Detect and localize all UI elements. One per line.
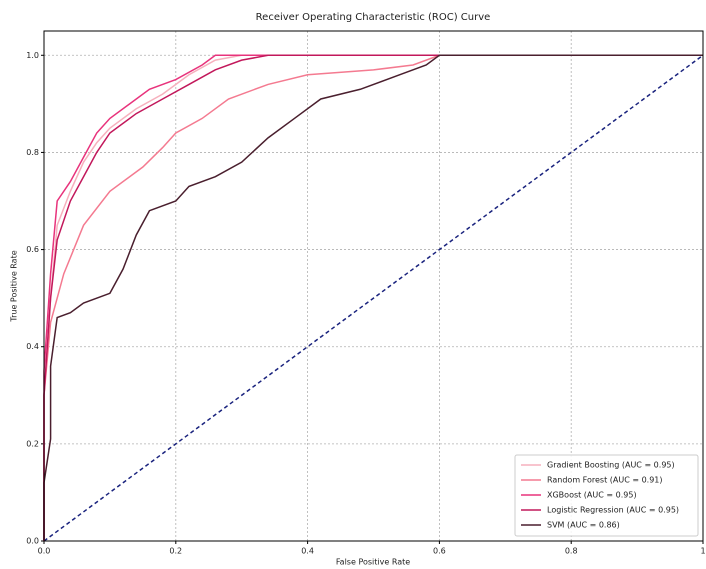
y-tick-label: 0.8 [26, 148, 39, 157]
x-tick-label: 0.2 [169, 547, 182, 556]
x-axis-label: False Positive Rate [336, 558, 410, 567]
y-axis-label: True Positive Rate [10, 250, 19, 322]
y-tick-label: 0.4 [26, 342, 39, 351]
reference-line [43, 54, 704, 542]
legend-label: XGBoost (AUC = 0.95) [547, 491, 637, 500]
roc-curve [43, 54, 703, 541]
legend-label: Logistic Regression (AUC = 0.95) [547, 506, 679, 515]
legend-box [514, 454, 699, 537]
legend-label: SVM (AUC = 0.86) [547, 521, 620, 530]
roc-curve [43, 54, 703, 541]
y-tick-label: 0.0 [26, 537, 39, 546]
x-tick-label: 0.6 [433, 547, 446, 556]
x-tick-label: 0.8 [565, 547, 578, 556]
x-tick-label: 0.0 [38, 547, 51, 556]
legend-label: Gradient Boosting (AUC = 0.95) [547, 461, 675, 470]
x-tick-label: 1 [700, 547, 705, 556]
x-tick-label: 0.4 [301, 547, 314, 556]
y-tick-label: 0.6 [26, 245, 39, 254]
legend-label: Random Forest (AUC = 0.91) [547, 476, 663, 485]
roc-curve [43, 54, 703, 541]
y-tick-label: 1.0 [26, 51, 39, 60]
plot-frame [43, 30, 704, 542]
chart-title: Receiver Operating Characteristic (ROC) … [256, 12, 491, 23]
y-tick-label: 0.2 [26, 439, 39, 448]
roc-curve [43, 54, 703, 541]
